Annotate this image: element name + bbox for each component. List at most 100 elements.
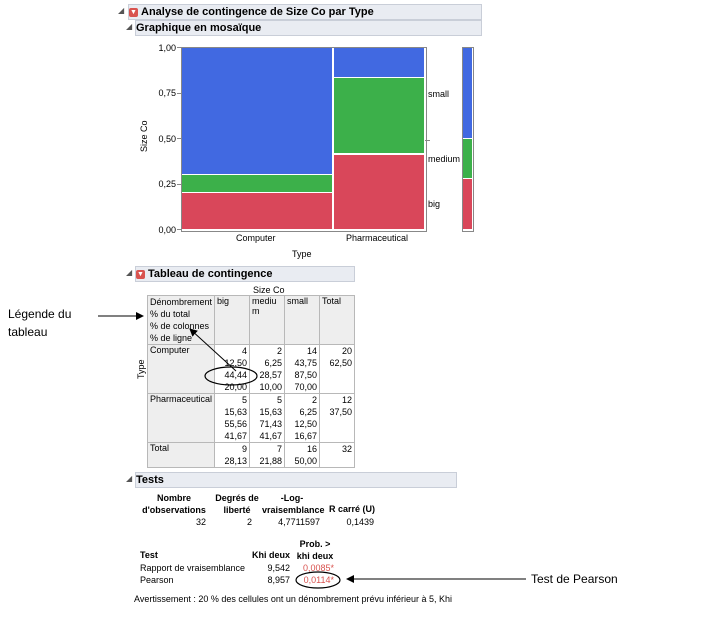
- cell-row-pct: 70,00: [294, 382, 318, 392]
- cell-col-pct: 12,50: [294, 419, 318, 429]
- cell-col-pct: 44,44: [224, 370, 248, 380]
- cell-total-pct: 21,88: [259, 456, 283, 466]
- cell-row-pct: 20,00: [224, 382, 248, 392]
- report-header: ▼ Analyse de contingence de Size Co par T…: [128, 4, 482, 20]
- red-triangle-menu-icon[interactable]: ▼: [129, 7, 138, 17]
- right-tick-mark: [425, 140, 430, 141]
- cell-count: 2: [312, 395, 318, 405]
- table-header-row: Dénombrement % du total % de colonnes % …: [146, 295, 356, 345]
- table-cell: 9 28,13: [214, 442, 251, 468]
- collapse-triangle-icon[interactable]: ◢: [118, 6, 125, 15]
- test-chi: 8,957: [267, 575, 290, 585]
- table-cell: 2 6,25 12,50 16,67: [284, 393, 321, 443]
- mosaic-cell-computer-medium[interactable]: [182, 175, 332, 192]
- tests-title: Tests: [136, 474, 164, 486]
- contingency-title: Tableau de contingence: [148, 268, 273, 280]
- table-cell: 32: [319, 442, 356, 468]
- table-cell: 5 15,63 71,43 41,67: [249, 393, 286, 443]
- mosaic-cell-computer-big[interactable]: [182, 193, 332, 229]
- legend-line: Dénombrement: [150, 297, 213, 307]
- report-title: Analyse de contingence de Size Co par Ty…: [141, 6, 374, 18]
- highlight-ellipse: [204, 366, 258, 386]
- collapse-triangle-icon[interactable]: ◢: [126, 22, 133, 31]
- red-triangle-menu-icon[interactable]: ▼: [136, 269, 145, 279]
- column-header: small: [284, 295, 321, 345]
- cell-total-pct: 50,00: [294, 456, 318, 466]
- y-tick-mark: [177, 93, 181, 94]
- cell-total-pct: 62,50: [329, 358, 353, 368]
- cell-row-pct: 10,00: [259, 382, 283, 392]
- x-axis-label: Type: [292, 249, 312, 259]
- cell-total-pct: 37,50: [329, 407, 353, 417]
- table-row: Pharmaceutical 5 15,63 55,56 41,67 5 15,…: [146, 393, 356, 443]
- y-tick-label: 0,00: [158, 225, 176, 235]
- y-tick-mark: [177, 184, 181, 185]
- mosaic-cell-pharma-small[interactable]: [334, 48, 424, 77]
- y-tick-mark: [177, 138, 181, 139]
- cell-count: 5: [242, 395, 248, 405]
- cell-col-pct: 71,43: [259, 419, 283, 429]
- test-name: Rapport de vraisemblance: [140, 563, 246, 573]
- mosaic-cell-computer-small[interactable]: [182, 48, 332, 174]
- summary-value: 4,7711597: [278, 517, 320, 527]
- cell-count: 9: [242, 444, 248, 454]
- cell-total-pct: 12,50: [224, 358, 248, 368]
- column-header: Total: [319, 295, 356, 345]
- cell-count: 4: [242, 346, 248, 356]
- mosaic-title: Graphique en mosaïque: [136, 22, 262, 34]
- table-cell: 5 15,63 55,56 41,67: [214, 393, 251, 443]
- summary-value: 32: [195, 517, 206, 527]
- pearson-annotation: Test de Pearson: [531, 572, 618, 586]
- contingency-table: Dénombrement % du total % de colonnes % …: [146, 295, 356, 468]
- column-variable-label: Size Co: [253, 285, 285, 295]
- y-tick-label: 1,00: [158, 43, 176, 53]
- collapse-triangle-icon[interactable]: ◢: [126, 474, 133, 483]
- contingency-header: ▼ Tableau de contingence: [135, 266, 355, 282]
- test-header: Khi deux: [251, 550, 290, 560]
- summary-value: 2: [246, 517, 252, 527]
- cell-count: 20: [342, 346, 353, 356]
- cell-total-pct: 6,25: [299, 407, 318, 417]
- y-tick-mark: [177, 229, 181, 230]
- cell-row-pct: 41,67: [259, 431, 283, 441]
- summary-header: Degrés de liberté: [215, 493, 259, 515]
- cell-total-pct: 15,63: [259, 407, 283, 417]
- legend-line: % de colonnes: [150, 321, 210, 331]
- cell-count: 5: [277, 395, 283, 405]
- warning-text: Avertissement : 20 % des cellules ont un…: [134, 594, 453, 604]
- cell-total-pct: 15,63: [224, 407, 248, 417]
- cell-col-pct: 55,56: [224, 419, 248, 429]
- pointer-arrow: [189, 328, 237, 372]
- test-prob: 0,0085*: [302, 563, 334, 573]
- summary-header: Nombre d'observations: [142, 493, 206, 515]
- marginal-bar-big: [463, 179, 472, 229]
- cell-row-pct: 16,67: [294, 431, 318, 441]
- mosaic-header: Graphique en mosaïque: [135, 20, 482, 36]
- legend-cell: Dénombrement % du total % de colonnes % …: [146, 295, 216, 345]
- legend-line: % de ligne: [150, 333, 193, 343]
- table-cell: 2 6,25 28,57 10,00: [249, 344, 286, 394]
- row-label: Total: [146, 442, 216, 468]
- table-cell: 14 43,75 87,50 70,00: [284, 344, 321, 394]
- mosaic-cell-pharma-medium[interactable]: [334, 78, 424, 153]
- collapse-triangle-icon[interactable]: ◢: [126, 268, 133, 277]
- y-tick-mark: [177, 47, 181, 48]
- legend-annotation: Légende du tableau: [8, 307, 72, 339]
- table-cell: 16 50,00: [284, 442, 321, 468]
- column-header: big: [214, 295, 251, 345]
- row-label: Pharmaceutical: [146, 393, 216, 443]
- y-tick-label: 0,75: [158, 88, 176, 98]
- test-header: Test: [140, 550, 158, 560]
- cell-count: 7: [277, 444, 283, 454]
- marginal-bar-small: [463, 48, 472, 138]
- cell-count: 2: [277, 346, 283, 356]
- summary-header: R carré (U): [328, 504, 375, 514]
- cell-col-pct: 28,57: [259, 370, 283, 380]
- segment-label-big: big: [428, 199, 441, 209]
- x-category-label: Pharmaceutical: [346, 233, 409, 243]
- cell-total-pct: 6,25: [264, 358, 283, 368]
- mosaic-cell-pharma-big[interactable]: [334, 155, 424, 229]
- segment-label-medium: medium: [428, 154, 461, 164]
- test-header: Prob. > khi deux: [296, 539, 334, 561]
